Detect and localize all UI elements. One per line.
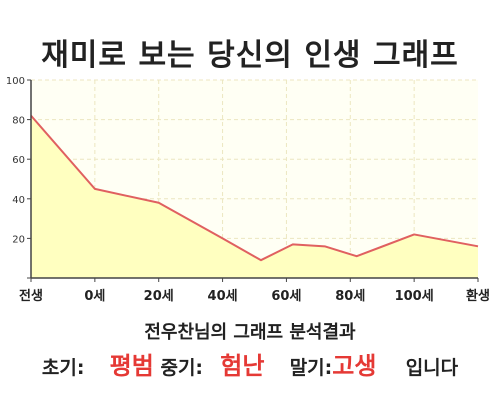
verdict-suffix: 입니다 bbox=[405, 357, 459, 379]
x-tick-label: 20세 bbox=[144, 289, 174, 304]
x-tick-label: 환생 bbox=[466, 288, 490, 304]
x-tick-label: 전생 bbox=[19, 288, 43, 304]
verdict-line: 초기: 평범 중기: 험난 말기:고생 입니다 bbox=[0, 346, 500, 381]
y-tick-label: 60 bbox=[12, 155, 25, 166]
middle-label: 중기: bbox=[160, 357, 204, 379]
area-fill bbox=[31, 115, 478, 278]
series-line bbox=[30, 114, 479, 262]
x-tick-label: 100세 bbox=[395, 289, 434, 304]
chart-title: 재미로 보는 당신의 인생 그래프 bbox=[41, 38, 459, 73]
y-tick-label: 40 bbox=[12, 195, 25, 206]
analysis-heading: 전우찬님의 그래프 분석결과 bbox=[144, 322, 356, 343]
x-tick-label: 40세 bbox=[208, 289, 238, 304]
x-tick-label: 60세 bbox=[271, 289, 301, 304]
y-tick-label: 100 bbox=[6, 76, 25, 87]
life-graph-chart: 20 40 60 80 100 전생 0세 20세 40세 60세 80세 100세 환생 bbox=[6, 76, 490, 304]
y-tick-label: 80 bbox=[12, 116, 25, 127]
y-tick-label: 20 bbox=[12, 234, 25, 245]
middle-value: 험난 bbox=[220, 352, 265, 380]
early-value: 평범 bbox=[109, 352, 154, 380]
late-label: 말기: bbox=[289, 357, 333, 379]
early-label: 초기: bbox=[41, 357, 85, 379]
x-tick-label: 80세 bbox=[335, 289, 365, 304]
x-tick-label: 0세 bbox=[84, 289, 105, 304]
late-value: 고생 bbox=[332, 352, 377, 380]
